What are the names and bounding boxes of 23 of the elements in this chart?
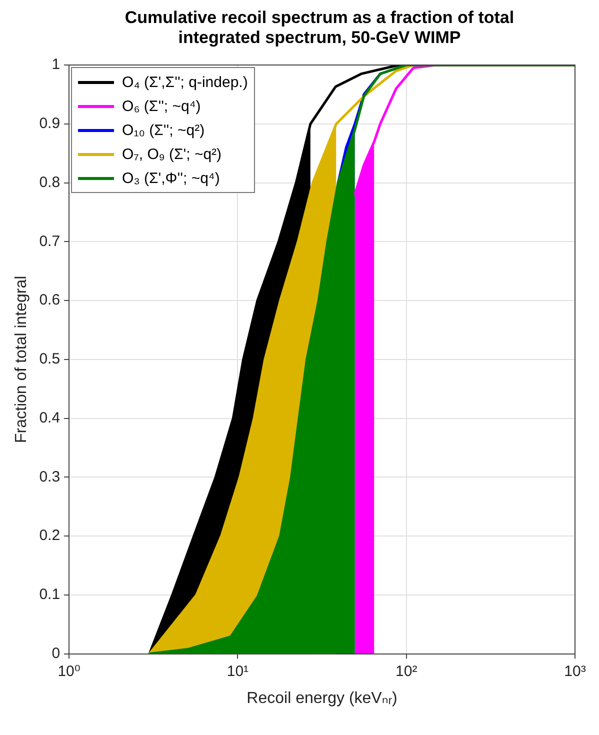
y-axis-title: Fraction of total integral — [13, 276, 30, 443]
y-tick-label: 0.9 — [39, 115, 60, 132]
y-tick-label: 0.2 — [39, 527, 60, 544]
y-tick-label: 0.3 — [39, 468, 60, 486]
x-axis-title: Recoil energy (keVₙᵣ) — [246, 690, 398, 707]
y-tick-label: 0.7 — [39, 232, 60, 250]
x-tick-label: 10² — [396, 662, 418, 680]
y-tick-label: 0.8 — [39, 174, 60, 191]
x-tick-label: 10³ — [564, 662, 586, 680]
y-tick-label: 0.6 — [39, 292, 60, 309]
x-tick-label: 10¹ — [226, 662, 249, 680]
legend-label: O₃ (Σ',Φ''; ~q⁴) — [122, 170, 220, 186]
legend-label: O₄ (Σ',Σ''; q-indep.) — [122, 74, 248, 90]
legend-label: O₇, O₉ (Σ'; ~q²) — [122, 146, 222, 162]
y-tick-label: 0 — [52, 644, 60, 662]
legend-label: O₁₀ (Σ''; ~q²) — [122, 122, 205, 138]
y-tick-label: 0.4 — [39, 409, 60, 426]
chart-title: Cumulative recoil spectrum as a fraction of total integrated spectrum, 50-GeV WIMP — [124, 8, 516, 48]
x-tick-label: 10⁰ — [58, 662, 80, 680]
y-tick-label: 0.1 — [39, 586, 60, 604]
y-tick-label: 1 — [52, 56, 60, 74]
legend-label: O₆ (Σ''; ~q⁴) — [122, 98, 201, 114]
y-tick-label: 0.5 — [39, 350, 60, 368]
